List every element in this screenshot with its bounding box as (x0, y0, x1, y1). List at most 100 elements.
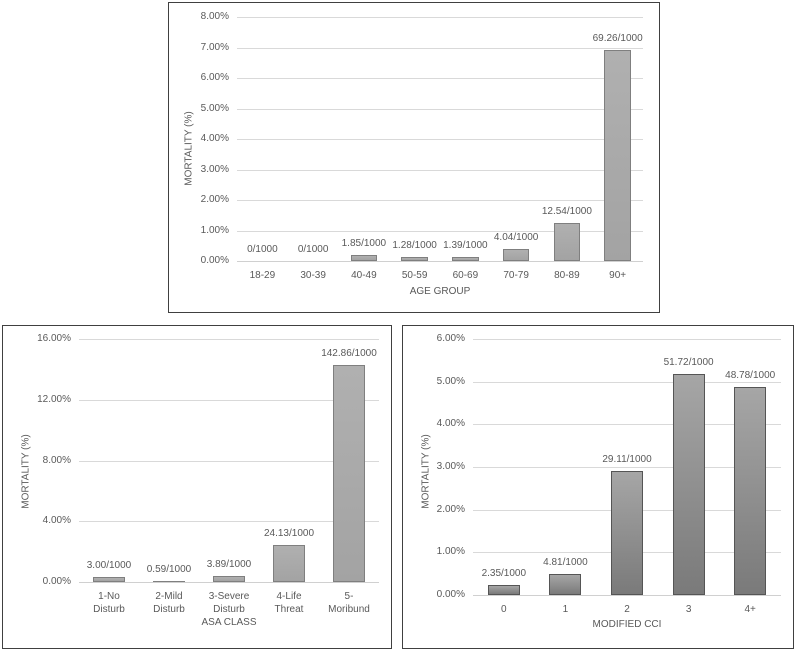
bar-90+ (604, 49, 631, 261)
bar-50-59 (401, 257, 428, 261)
y-tick-label: 2.00% (436, 503, 465, 515)
y-tick-label: 1.00% (200, 224, 229, 236)
x-category-label-line: Threat (274, 604, 304, 615)
gridline (237, 169, 643, 171)
y-tick-label: 5.00% (200, 102, 229, 114)
y-tick-label: 3.00% (436, 461, 465, 472)
bar-5-moribund (333, 365, 365, 582)
data-label: 3.89/1000 (206, 559, 252, 571)
gridline (79, 399, 379, 401)
gridline (473, 339, 781, 340)
data-label: 2.35/1000 (481, 567, 527, 579)
y-tick-label: 8.00% (200, 11, 229, 22)
gridline (473, 467, 781, 468)
x-category-label: 90+ (609, 270, 627, 281)
gridline (79, 521, 379, 523)
bar-40-49 (350, 255, 378, 261)
bar-2 (610, 470, 643, 595)
x-category-label-line: 3-Severe (208, 591, 250, 602)
data-label: 69.26/1000 (592, 32, 643, 44)
data-label: 4.81/1000 (543, 557, 588, 569)
bar-80-89 (553, 222, 581, 261)
y-tick-label: 2.00% (200, 194, 229, 205)
gridline (473, 381, 781, 383)
x-category-label-line: 4-Life (276, 591, 302, 602)
x-category-label-line: Disturb (93, 604, 125, 615)
bar-1-no-disturb (93, 577, 125, 582)
data-label: 0/1000 (297, 244, 329, 255)
age-chart-panel: MORTALITY (%) 0.00% 1.00% 2.00% 3.00% 4.00% 5… (168, 2, 660, 313)
y-tick-label: 4.00% (436, 418, 465, 430)
y-tick-label: 6.00% (200, 72, 229, 83)
x-category-label: 1 (562, 604, 569, 615)
x-category-label: 18-29 (249, 270, 276, 281)
data-label: 51.72/1000 (663, 357, 714, 369)
bar-60-69 (452, 256, 479, 261)
gridline (237, 139, 643, 140)
asa-x-axis-title: ASA CLASS (201, 617, 257, 628)
y-tick-label: 16.00% (37, 333, 71, 344)
y-tick-label: 0.00% (42, 576, 71, 587)
data-label: 29.11/1000 (602, 453, 652, 465)
y-tick-label: 7.00% (200, 41, 229, 53)
data-label: 1.85/1000 (341, 238, 387, 250)
bar-3 (672, 374, 705, 595)
bar-70-79 (502, 248, 530, 261)
data-label: 24.13/1000 (263, 528, 315, 540)
gridline (237, 17, 643, 18)
x-category-label: 3 (685, 604, 692, 615)
data-label: 1.28/1000 (392, 240, 437, 252)
x-category-label: 0 (501, 604, 507, 615)
data-label: 1.39/1000 (443, 239, 488, 251)
y-tick-label: 6.00% (436, 333, 465, 344)
y-tick-label: 0.00% (436, 589, 465, 600)
x-category-label: 30-39 (300, 270, 326, 281)
data-label: 4.04/1000 (493, 231, 539, 243)
asa-plot-area: 0.00% 4.00% 8.00% 12.00% 16.00% 3.00/1000 1-No… (37, 333, 379, 615)
x-axis-baseline (79, 582, 379, 583)
data-label: 0.59/1000 (146, 564, 192, 576)
data-label: 12.54/1000 (541, 205, 592, 217)
asa-chart-panel: MORTALITY (%) 0.00% 4.00% 8.00% 12.00% 16.00… (2, 325, 392, 649)
y-tick-label: 1.00% (436, 546, 465, 558)
bar-0 (487, 584, 520, 595)
x-category-label: 50-59 (401, 270, 428, 281)
y-tick-label: 4.00% (200, 133, 229, 144)
x-axis-baseline (237, 261, 643, 262)
x-category-label: 3-Severe Disturb (194, 590, 264, 616)
asa-y-axis-title: MORTALITY (%) (20, 434, 32, 509)
data-label: 0/1000 (247, 244, 278, 255)
x-category-label-line: Disturb (153, 604, 185, 615)
data-label: 3.00/1000 (86, 560, 132, 572)
y-tick-label: 0.00% (200, 255, 229, 266)
age-plot-area: 0.00% 1.00% 2.00% 3.00% 4.00% 5.00% 6.00% 7.00%… (201, 11, 643, 281)
y-tick-label: 12.00% (37, 393, 71, 405)
gridline (237, 108, 643, 110)
x-axis-baseline (473, 595, 781, 596)
x-category-label-line: 2-Mild (155, 591, 183, 602)
data-label: 142.86/1000 (321, 348, 377, 360)
x-category-label-line: Disturb (213, 604, 245, 615)
y-tick-label: 4.00% (42, 515, 71, 527)
y-tick-label: 8.00% (42, 454, 71, 466)
x-category-label: 2-Mild Disturb (134, 590, 204, 616)
cci-chart-panel: MORTALITY (%) 0.00% 1.00% 2.00% 3.00% 4.00% 5… (402, 325, 794, 649)
cci-x-axis-title: MODIFIED CCI (592, 619, 662, 630)
bar-3-severe-disturb (213, 576, 245, 582)
bar-4+ (734, 386, 767, 595)
gridline (237, 47, 643, 49)
x-category-label-line: 1-No (98, 591, 120, 602)
age-x-axis-title: AGE GROUP (409, 286, 471, 297)
x-category-label: 5- Moribund (314, 590, 384, 616)
x-category-label: 60-69 (452, 270, 479, 281)
gridline (237, 230, 643, 232)
bar-1 (549, 574, 582, 595)
gridline (237, 200, 643, 201)
gridline (473, 424, 781, 426)
x-category-label-line: Moribund (328, 604, 370, 615)
x-category-label: 4+ (744, 604, 756, 615)
y-tick-label: 5.00% (436, 375, 465, 387)
x-category-label: 40-49 (351, 270, 377, 281)
x-category-label-line: 5- (344, 591, 354, 602)
gridline (237, 78, 643, 79)
